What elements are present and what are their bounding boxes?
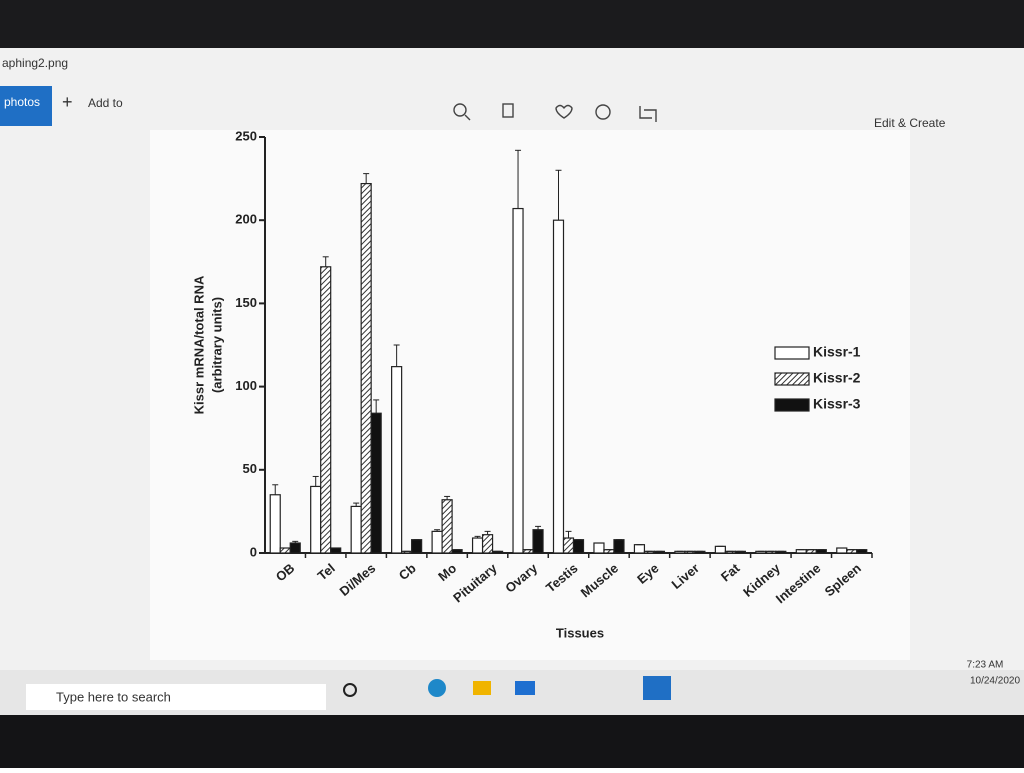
- y-tick-label: 250: [235, 128, 257, 143]
- add-to-button[interactable]: Add to: [88, 96, 123, 110]
- edit-create-button[interactable]: Edit & Create: [874, 116, 946, 130]
- bar: [360, 182, 372, 554]
- bezel-bottom: [0, 715, 1024, 768]
- y-tick-label: 100: [235, 378, 257, 393]
- bar: [481, 534, 494, 554]
- bar: [572, 539, 585, 554]
- legend-swatch: [774, 346, 810, 360]
- bar: [310, 485, 322, 554]
- bar: [613, 539, 625, 554]
- legend-label: Kissr-2: [813, 370, 861, 386]
- bezel-top: [0, 0, 1024, 48]
- clock-date: 10/24/2020: [970, 676, 1020, 687]
- y-tick-label: 0: [250, 544, 257, 559]
- y-tick-label: 150: [235, 295, 257, 310]
- legend-swatch: [774, 398, 810, 412]
- bar: [269, 494, 281, 554]
- search-placeholder[interactable]: Type here to search: [56, 689, 171, 704]
- bar: [562, 537, 575, 554]
- bar: [441, 499, 453, 554]
- bar: [330, 547, 342, 554]
- bar: [431, 530, 443, 554]
- bar: [411, 539, 423, 554]
- image-canvas: [150, 130, 910, 660]
- x-axis-label: Tissues: [556, 625, 604, 640]
- legend-swatch: [774, 372, 810, 386]
- bar: [593, 542, 605, 554]
- y-axis-label: (arbitrary units): [209, 297, 224, 393]
- search-box[interactable]: [26, 684, 326, 710]
- bar: [714, 545, 726, 554]
- bar: [512, 207, 524, 554]
- bar: [836, 547, 848, 554]
- bar: [320, 266, 332, 554]
- bar: [633, 544, 646, 554]
- bar: [350, 505, 362, 554]
- toolbar-icons[interactable]: [453, 103, 657, 122]
- bar: [552, 219, 565, 554]
- bar: [471, 537, 484, 554]
- bar: [289, 542, 301, 554]
- legend-label: Kissr-3: [813, 396, 861, 412]
- bar: [532, 529, 544, 554]
- bar: [370, 412, 382, 554]
- y-axis-label: Kissr mRNA/total RNA: [191, 275, 206, 414]
- y-tick-label: 50: [243, 461, 257, 476]
- legend-label: Kissr-1: [813, 344, 861, 360]
- taskbar-icons[interactable]: [343, 676, 671, 700]
- photos-tab-label[interactable]: photos: [4, 95, 40, 109]
- y-tick-label: 200: [235, 212, 257, 227]
- bar: [391, 366, 403, 554]
- clock-time: 7:23 AM: [967, 660, 1004, 671]
- window-title: aphing2.png: [2, 56, 68, 70]
- bar: [279, 547, 291, 554]
- add-icon[interactable]: +: [62, 92, 73, 112]
- photos-tab[interactable]: [0, 86, 52, 126]
